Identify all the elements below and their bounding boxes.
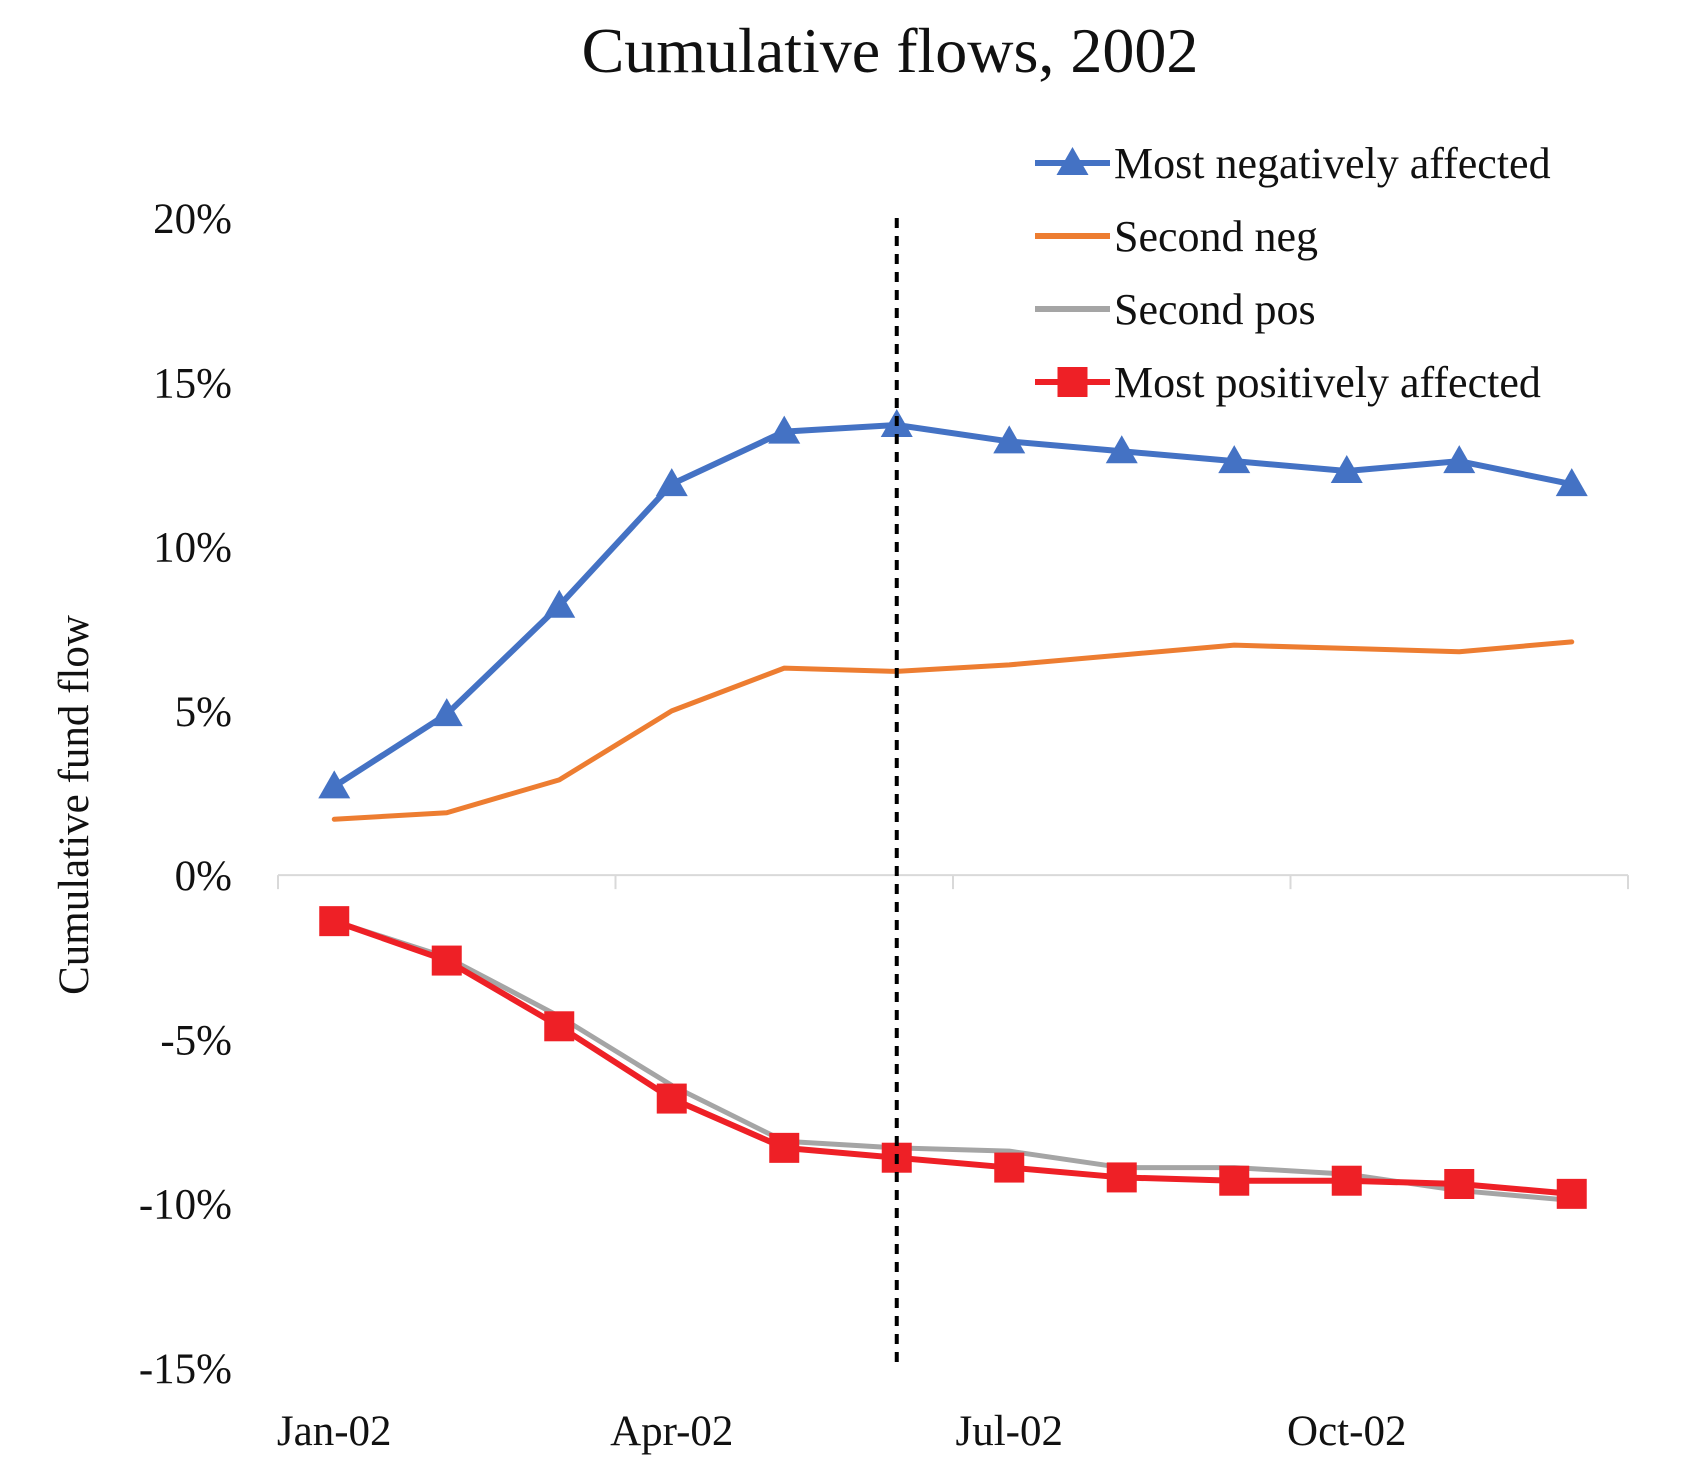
series-line xyxy=(331,639,1575,822)
legend-label: Most negatively affected xyxy=(1114,139,1551,188)
legend-label: Most positively affected xyxy=(1114,358,1541,407)
legend-marker-triangle xyxy=(1056,147,1089,175)
legend-label: Second pos xyxy=(1114,285,1316,334)
series-line xyxy=(331,918,1575,1203)
x-tick-label: Jul-02 xyxy=(956,1408,1064,1455)
data-point-triangle xyxy=(1443,445,1476,474)
data-point-triangle xyxy=(655,468,688,497)
y-tick-label: 20% xyxy=(153,196,232,243)
data-point-square xyxy=(1444,1169,1475,1199)
data-point-triangle xyxy=(1330,455,1363,483)
data-point-triangle xyxy=(430,698,463,727)
chart-title: Cumulative flows, 2002 xyxy=(582,15,1199,86)
data-point-triangle xyxy=(543,589,576,618)
data-point-triangle xyxy=(1105,435,1138,464)
data-point-square xyxy=(1106,1162,1137,1193)
data-point-square xyxy=(994,1152,1025,1183)
y-tick-label: -15% xyxy=(139,1346,232,1393)
y-tick-label: 10% xyxy=(153,525,232,572)
y-tick-label: -5% xyxy=(160,1017,232,1064)
data-point-square xyxy=(1331,1165,1362,1196)
series-line xyxy=(331,918,1575,1197)
data-point-triangle xyxy=(768,415,801,444)
data-point-square xyxy=(431,945,462,976)
y-axis-title: Cumulative fund flow xyxy=(51,615,98,995)
data-point-triangle xyxy=(1218,445,1251,474)
plot-area: 20% 15% 10% 5% 0% -5% -10% -15% Jan-02 Apr-02 Jul-… xyxy=(139,196,1629,1455)
data-point-triangle xyxy=(318,770,351,799)
series-line xyxy=(331,422,1575,790)
data-point-triangle xyxy=(993,425,1026,454)
y-tick-label: 15% xyxy=(153,360,232,407)
legend: Most negatively affected Second neg Second… xyxy=(1035,139,1551,407)
data-point-triangle xyxy=(1555,468,1588,497)
legend-marker-square xyxy=(1057,367,1088,397)
y-tick-label: -10% xyxy=(139,1182,232,1229)
x-tick-label: Apr-02 xyxy=(610,1408,733,1455)
x-tick-label: Jan-02 xyxy=(277,1408,392,1455)
y-tick-label: 5% xyxy=(175,689,232,736)
y-tick-label: 0% xyxy=(175,853,232,900)
data-point-square xyxy=(1219,1165,1250,1196)
legend-label: Second neg xyxy=(1114,212,1318,261)
data-point-square xyxy=(769,1132,800,1163)
data-point-square xyxy=(544,1011,575,1042)
x-tick-label: Oct-02 xyxy=(1287,1408,1406,1455)
data-point-square xyxy=(1556,1178,1587,1209)
data-point-square xyxy=(656,1083,687,1114)
data-point-square xyxy=(319,906,350,937)
